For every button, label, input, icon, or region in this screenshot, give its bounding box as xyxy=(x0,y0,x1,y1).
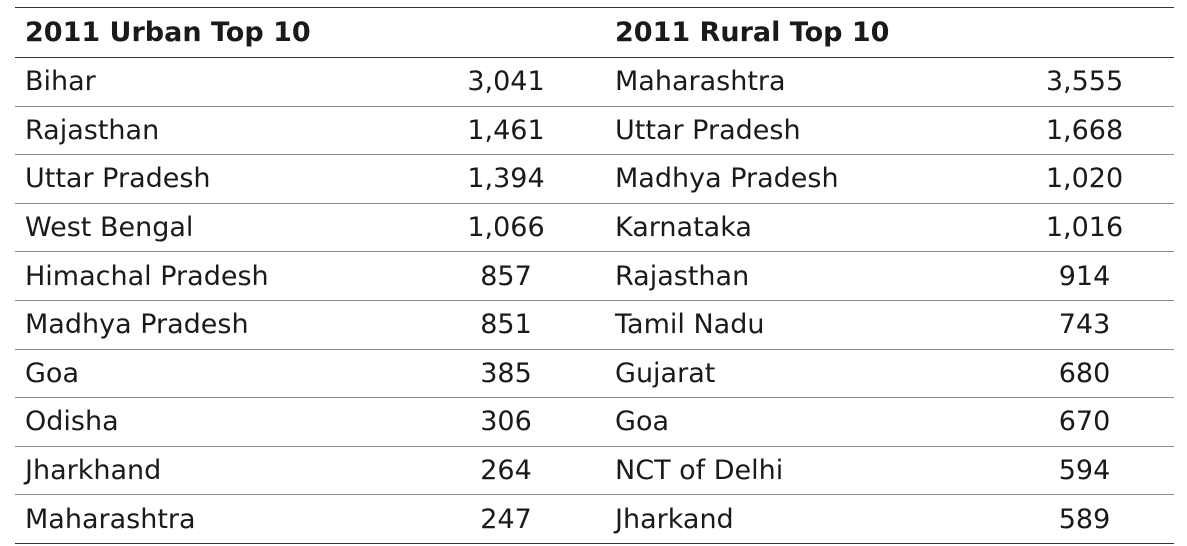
urban-heading: 2011 Urban Top 10 xyxy=(25,17,311,48)
urban-value-cell: 306 xyxy=(480,406,532,438)
urban-value-cell: 1,394 xyxy=(467,163,545,195)
urban-state-cell: Rajasthan xyxy=(25,114,160,146)
table-row: Goa 385 Gujarat 680 xyxy=(15,349,1175,398)
urban-state-cell: Uttar Pradesh xyxy=(25,163,211,195)
urban-state-cell: Maharashtra xyxy=(25,503,196,535)
rural-state-cell: Rajasthan xyxy=(615,260,750,292)
rural-state-cell: Gujarat xyxy=(615,357,716,389)
table-row: West Bengal 1,066 Karnataka 1,016 xyxy=(15,203,1175,252)
rural-heading: 2011 Rural Top 10 xyxy=(615,17,890,48)
rural-value-cell: 1,020 xyxy=(1045,163,1124,195)
urban-value-cell: 1,461 xyxy=(467,114,545,146)
table-row: Maharashtra 247 Jharkand 589 xyxy=(15,495,1175,544)
rural-value-cell: 589 xyxy=(1058,503,1111,535)
urban-state-cell: Goa xyxy=(25,357,79,389)
rural-state-cell: Goa xyxy=(615,406,670,438)
urban-value-cell: 247 xyxy=(480,503,532,535)
rural-state-cell: Tamil Nadu xyxy=(615,309,765,341)
rural-state-cell: NCT of Delhi xyxy=(615,455,784,487)
table-row: Bihar 3,041 Maharashtra 3,555 xyxy=(15,58,1175,107)
urban-state-cell: Bihar xyxy=(25,66,96,98)
rural-value-cell: 914 xyxy=(1058,260,1111,292)
urban-state-cell: Madhya Pradesh xyxy=(25,309,249,341)
table-row: Uttar Pradesh 1,394 Madhya Pradesh 1,020 xyxy=(15,155,1175,204)
urban-value-cell: 857 xyxy=(480,260,532,292)
table-body: Bihar 3,041 Maharashtra 3,555 Rajasthan 1,461… xyxy=(15,58,1175,544)
urban-value-cell: 3,041 xyxy=(467,66,545,98)
rural-state-cell: Karnataka xyxy=(615,212,752,244)
urban-state-cell: Himachal Pradesh xyxy=(25,260,269,292)
header-row: 2011 Urban Top 10 2011 Rural Top 10 xyxy=(15,7,1175,58)
urban-value-cell: 385 xyxy=(480,357,532,389)
table-row: Madhya Pradesh 851 Tamil Nadu 743 xyxy=(15,300,1175,350)
rural-value-cell: 670 xyxy=(1058,406,1111,438)
rural-state-cell: Jharkand xyxy=(615,503,734,535)
rural-state-cell: Maharashtra xyxy=(615,66,786,98)
rural-value-cell: 594 xyxy=(1058,455,1111,487)
table-row: Himachal Pradesh 857 Rajasthan 914 xyxy=(15,252,1175,301)
urban-state-cell: West Bengal xyxy=(25,212,194,244)
rural-value-cell: 680 xyxy=(1058,357,1111,389)
rural-state-cell: Madhya Pradesh xyxy=(615,163,839,195)
rural-value-cell: 1,668 xyxy=(1045,114,1124,146)
top10-table: 2011 Urban Top 10 2011 Rural Top 10 Biha… xyxy=(15,7,1175,544)
urban-state-cell: Odisha xyxy=(25,406,119,438)
rural-value-cell: 1,016 xyxy=(1045,212,1124,244)
urban-value-cell: 264 xyxy=(480,455,532,487)
rural-value-cell: 743 xyxy=(1058,309,1111,341)
rural-value-cell: 3,555 xyxy=(1045,66,1124,98)
urban-state-cell: Jharkhand xyxy=(25,455,162,487)
urban-value-cell: 1,066 xyxy=(467,212,545,244)
urban-value-cell: 851 xyxy=(480,309,532,341)
table-row: Rajasthan 1,461 Uttar Pradesh 1,668 xyxy=(15,106,1175,155)
table-row: Odisha 306 Goa 670 xyxy=(15,398,1175,447)
table-row: Jharkhand 264 NCT of Delhi 594 xyxy=(15,446,1175,495)
rural-state-cell: Uttar Pradesh xyxy=(615,114,801,146)
